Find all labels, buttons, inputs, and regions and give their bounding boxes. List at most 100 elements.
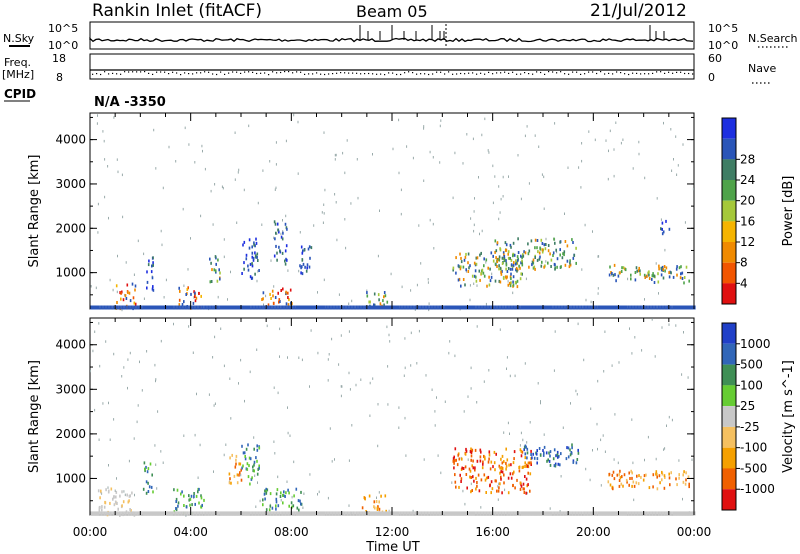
nave-dot [612,73,614,75]
power-echo-cell [562,252,564,256]
power-echo-cell [520,272,522,276]
velocity-ground-band [256,511,258,516]
nave-dot [460,72,462,75]
nave-dot [248,71,250,73]
velocity-ground-band [207,511,210,516]
power-echo-cell [276,222,279,226]
power-echo-cell [564,263,567,267]
power-ground-band [206,305,208,310]
velocity-echo-cell [247,443,249,447]
velocity-echo-cell [530,449,532,453]
power-ground-band [130,305,133,310]
power-ground-band [576,305,578,310]
velocity-noise-speck [355,383,357,387]
power-ground-band [443,305,445,310]
power-ground-band [254,305,257,310]
velocity-echo-cell [503,460,505,464]
power-ground-band [568,305,571,310]
power-noise-speck [102,130,104,133]
power-echo-cell [643,273,646,277]
power-echo-cell [254,244,256,248]
velocity-noise-speck [522,438,524,442]
velocity-ground-band [209,511,211,516]
velocity-echo-cell [146,470,149,474]
velocity-ground-band [343,511,346,516]
power-noise-speck [492,201,494,205]
power-echo-cell [256,252,259,256]
nave-dot [536,71,538,73]
velocity-echo-cell [510,476,513,480]
velocity-echo-cell [176,488,179,492]
velocity-echo-cell [542,453,545,457]
velocity-noise-speck [467,395,469,398]
nave-dot [544,73,546,75]
velocity-echo-cell [191,503,193,507]
velocity-echo-cell [652,473,655,477]
power-echo-cell [660,266,663,270]
nave-dot [160,71,162,73]
velocity-ground-band [434,511,436,516]
power-echo-cell [257,259,259,262]
power-noise-speck [366,289,368,292]
velocity-noise-speck [404,416,406,420]
power-noise-speck [485,302,487,306]
power-echo-cell [531,263,533,267]
power-echo-cell [134,288,136,292]
power-ground-band [678,305,681,310]
power-echo-cell [490,251,493,255]
power-echo-cell [474,269,477,273]
nave-dot [564,73,566,75]
velocity-noise-speck [287,356,288,359]
velocity-noise-speck [682,497,683,501]
velocity-echo-cell [522,487,525,491]
power-noise-speck [323,212,325,215]
velocity-noise-speck [348,459,350,462]
nave-dot [436,71,438,73]
x-tick-label: 12:00 [375,525,410,539]
velocity-noise-speck [123,490,125,493]
nave-dot [528,73,530,75]
power-ground-band [461,305,464,310]
power-echo-cell [219,277,221,281]
power-noise-speck [597,287,599,290]
power-echo-cell [510,258,513,262]
velocity-echo-cell [249,457,252,461]
power-echo-cell [249,262,252,266]
velocity-ground-band [604,511,607,516]
nave-dot [172,71,174,73]
power-echo-cell [489,279,492,283]
velocity-echo-cell [682,473,684,477]
power-echo-cell [510,277,512,281]
nave-dot [140,71,142,73]
velocity-noise-speck [351,424,353,427]
power-echo-cell [679,276,682,280]
power-echo-cell [513,253,515,257]
velocity-ground-band [348,511,350,516]
power-echo-cell [284,222,287,226]
velocity-ground-band [389,511,391,516]
nave-dot [640,73,642,75]
power-echo-cell [611,272,613,275]
velocity-ground-band [198,511,201,516]
power-echo-cell [146,270,148,274]
power-echo-cell [486,284,488,288]
power-echo-cell [284,262,287,266]
power-ground-band [580,305,583,310]
power-echo-cell [521,263,524,267]
power-echo-cell [126,283,129,287]
nave-dot [300,71,302,73]
velocity-noise-speck [398,406,400,409]
velocity-ground-band [460,511,462,516]
velocity-echo-cell [482,460,484,464]
power-echo-cell [621,266,623,270]
velocity-noise-speck [102,402,104,405]
velocity-echo-cell [453,455,455,459]
power-noise-speck [676,173,678,176]
power-ground-band [484,305,486,310]
power-noise-speck [541,173,543,176]
power-noise-speck [473,282,475,285]
power-echo-cell [262,291,265,295]
power-echo-cell [216,279,219,283]
power-echo-cell [668,227,671,231]
